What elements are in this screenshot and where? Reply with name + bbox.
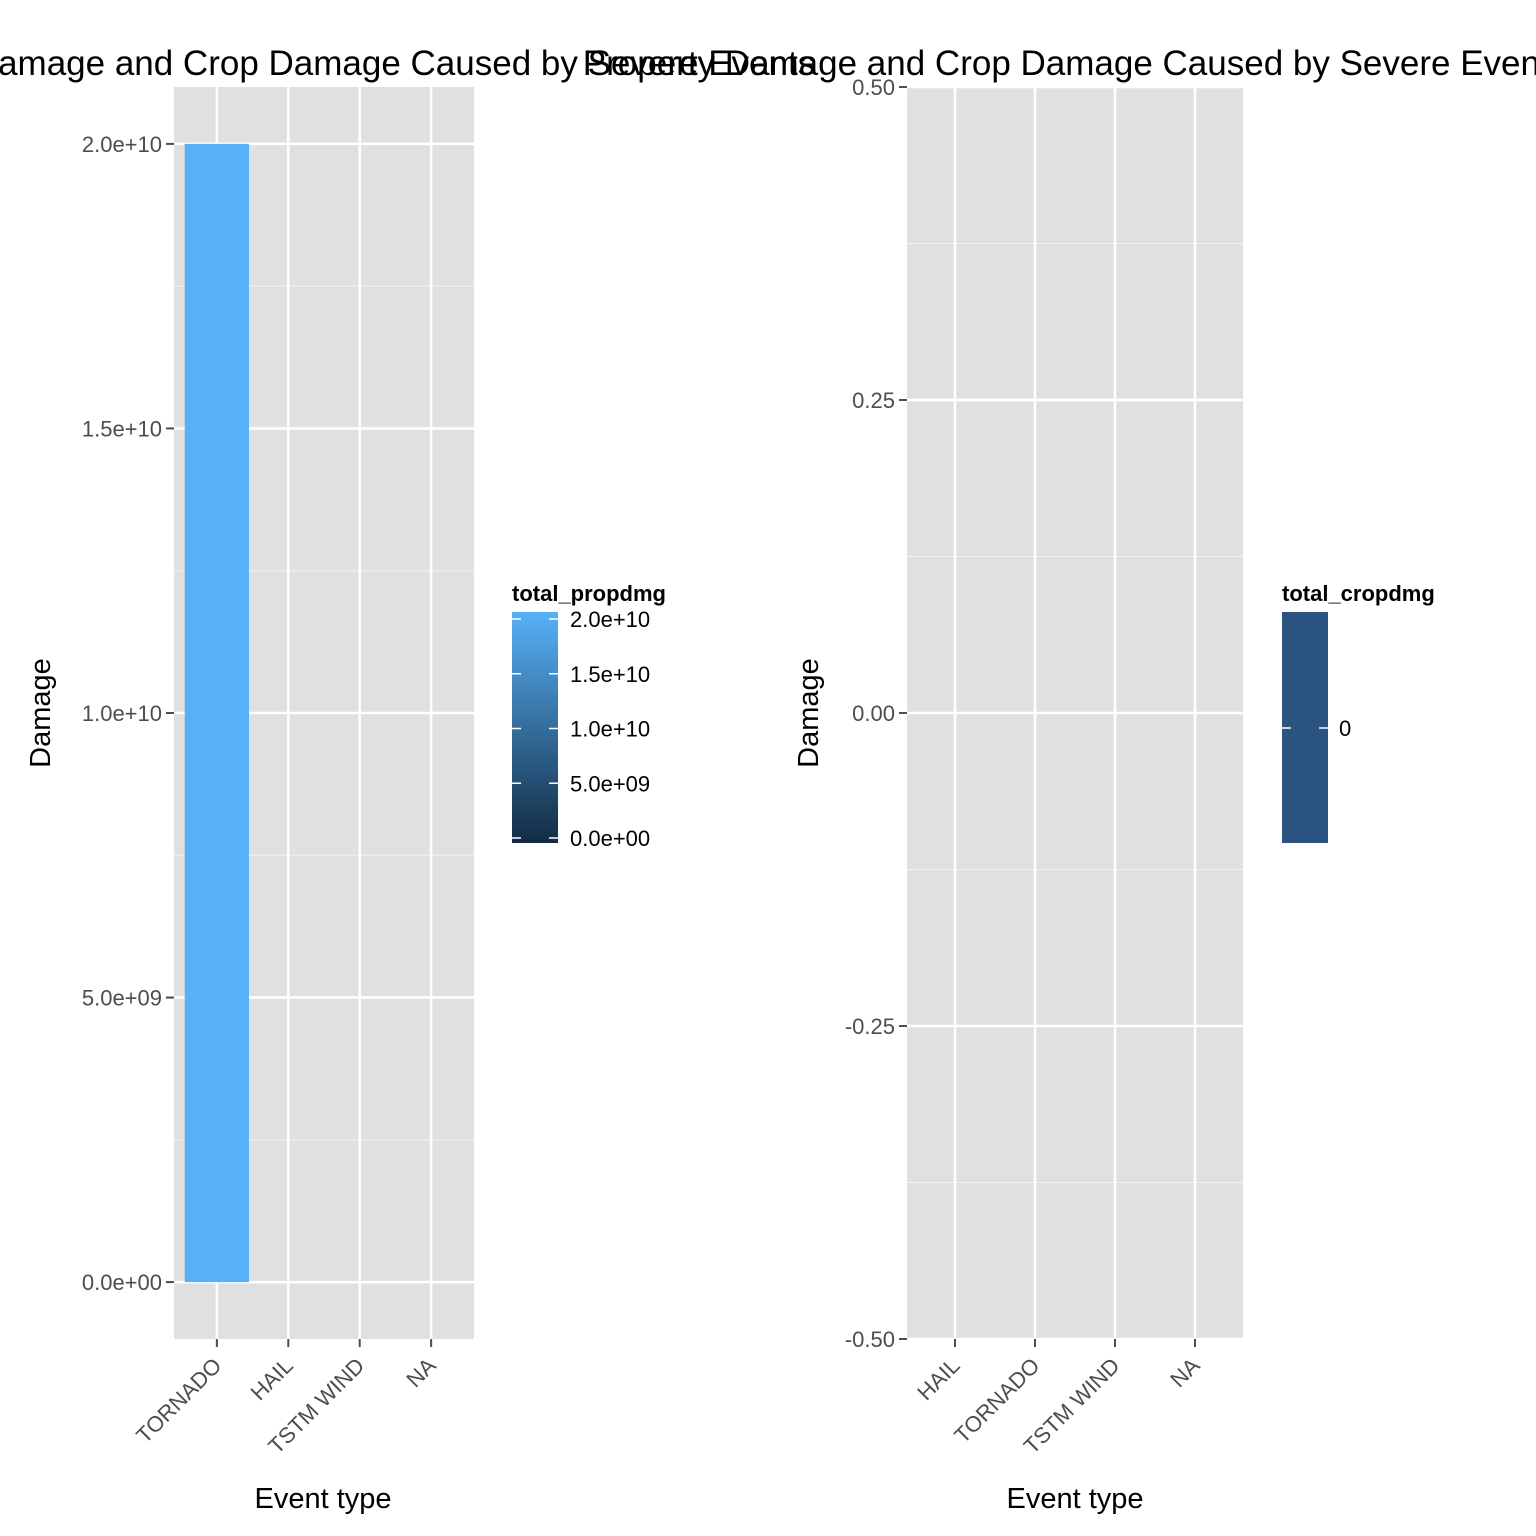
y-tick-label: 0.50: [852, 75, 895, 100]
y-tick-label: 5.0e+09: [82, 986, 162, 1011]
gridlines: [907, 85, 1243, 1341]
x-tick-label: TORNADO: [131, 1353, 226, 1448]
legend-label: 0: [1339, 716, 1351, 741]
y-tick-label: 0.0e+00: [82, 1270, 162, 1295]
legend-label: 5.0e+09: [570, 771, 650, 796]
legend-label: 0.0e+00: [570, 826, 650, 851]
y-axis-title: Damage: [25, 658, 57, 768]
legend-ticks: 0.0e+00 5.0e+09 1.0e+10 1.5e+10 2.0e+10: [512, 607, 650, 851]
legend-label: 1.0e+10: [570, 717, 650, 742]
x-tick-label: NA: [401, 1353, 441, 1393]
chart-title: Property Damage and Crop Damage Caused b…: [583, 44, 1536, 83]
x-axis-title: Event type: [1006, 1483, 1143, 1515]
x-tick-label: HAIL: [912, 1353, 964, 1405]
x-axis-title: Event type: [254, 1483, 391, 1515]
bar-tornado: [184, 143, 249, 1283]
x-tick-label: NA: [1165, 1353, 1205, 1393]
y-tick-label: 0.25: [852, 388, 895, 413]
property-damage-panel: 0.0e+00 5.0e+09 1.0e+10 1.5e+10 2.0e+10 TORNA…: [82, 87, 474, 1459]
legend-label: 1.5e+10: [570, 662, 650, 687]
y-tick-label: 1.5e+10: [82, 416, 162, 441]
bars: [184, 143, 249, 1283]
fill-legend: total_cropdmg 0: [1282, 581, 1435, 843]
y-tick-label: 1.0e+10: [82, 701, 162, 726]
x-tick-label: HAIL: [246, 1353, 298, 1405]
legend-title: total_propdmg: [512, 581, 666, 606]
legend-colorbar: [512, 612, 558, 843]
y-tick-label: 0.00: [852, 701, 895, 726]
legend-title: total_cropdmg: [1282, 581, 1435, 606]
y-tick-label: -0.25: [845, 1014, 895, 1039]
fill-legend: total_propdmg 0.0e+00 5.0e+09 1.0e+10 1.5e+…: [512, 581, 666, 851]
y-axis-title: Damage: [793, 658, 825, 768]
y-tick-label: -0.50: [845, 1327, 895, 1352]
legend-label: 2.0e+10: [570, 607, 650, 632]
legend-ticks: 0: [1282, 716, 1351, 741]
y-tick-label: 2.0e+10: [82, 132, 162, 157]
chart-title: Property Damage and Crop Damage Caused b…: [0, 44, 815, 83]
